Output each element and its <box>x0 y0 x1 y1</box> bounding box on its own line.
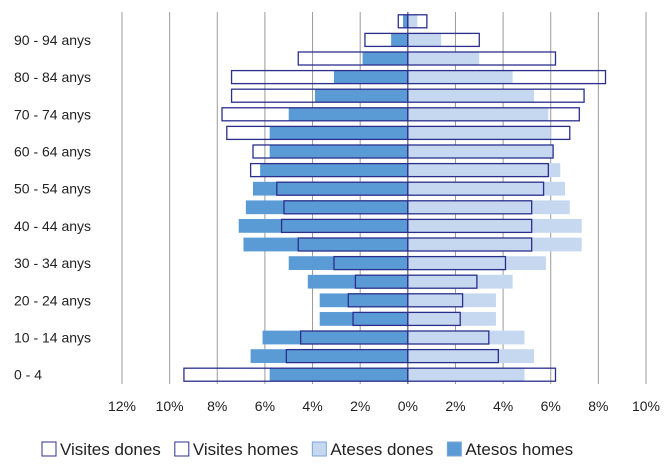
x-tick-label: 2% <box>445 398 465 414</box>
bar-atesos-homes <box>253 181 408 196</box>
bar-ateses-dones <box>407 256 546 270</box>
bar-atesos-homes <box>245 200 408 215</box>
bar-ateses-dones <box>407 312 496 326</box>
y-category-label: 30 - 34 anys <box>14 255 91 271</box>
legend-swatch <box>41 441 57 457</box>
bar-visites-homes <box>280 218 409 234</box>
x-tick-label: 4% <box>302 398 322 414</box>
bar-ateses-dones <box>407 126 551 140</box>
bar-atesos-homes <box>391 33 408 47</box>
bar-atesos-homes <box>307 274 408 289</box>
bar-atesos-homes <box>288 107 408 122</box>
bar-atesos-homes <box>319 293 408 308</box>
bar-visites-homes <box>221 107 409 122</box>
x-tick-label: 12% <box>108 398 136 414</box>
bar-visites-homes <box>297 237 409 252</box>
bar-visites-homes <box>352 311 409 327</box>
bar-visites-homes <box>283 200 409 215</box>
y-category-label: 90 - 94 anys <box>14 32 91 48</box>
y-category-label: 50 - 54 anys <box>14 181 91 197</box>
bar-visites-homes <box>230 88 409 103</box>
bar-ateses-dones <box>407 107 549 122</box>
bar-ateses-dones <box>407 293 496 308</box>
bars <box>183 14 607 382</box>
bar-ateses-dones <box>407 330 525 345</box>
bar-ateses-dones <box>407 367 525 382</box>
bar-atesos-homes <box>243 237 408 252</box>
bar-ateses-dones <box>407 181 566 196</box>
y-category-label: 40 - 44 anys <box>14 218 91 234</box>
bar-ateses-dones <box>407 237 582 252</box>
bar-atesos-homes <box>260 163 408 177</box>
bar-ateses-dones <box>407 200 570 215</box>
x-tick-label: 10% <box>156 398 184 414</box>
bar-atesos-homes <box>269 367 408 382</box>
bar-visites-homes <box>226 125 409 141</box>
bar-atesos-homes <box>238 219 408 233</box>
bar-atesos-homes <box>319 312 408 326</box>
y-category-label: 60 - 64 anys <box>14 144 91 160</box>
bar-visites-homes <box>354 274 409 289</box>
bar-atesos-homes <box>362 51 408 66</box>
x-tick-label: 8% <box>588 398 608 414</box>
bar-visites-homes <box>333 255 409 271</box>
bar-ateses-dones <box>407 70 513 84</box>
bar-visites-homes <box>347 293 409 308</box>
y-category-label: 0 - 4 <box>14 367 42 383</box>
bar-ateses-dones <box>407 33 442 47</box>
bar-visites-homes <box>297 51 409 66</box>
legend-label: Visites homes <box>193 440 299 459</box>
bar-atesos-homes <box>269 126 408 140</box>
legend: Visites dones Visites homes Ateses dones At… <box>41 440 573 459</box>
x-axis-labels: 12% 10% 8% 6% 4% 2% 0% 2% 4% 6% 8% 10% <box>108 398 660 414</box>
bar-visites-homes <box>299 330 409 345</box>
bar-visites-homes <box>276 181 409 196</box>
bar-visites-homes <box>230 69 409 85</box>
bar-atesos-homes <box>250 349 408 363</box>
bar-ateses-dones <box>407 88 535 103</box>
y-category-label: 20 - 24 anys <box>14 292 91 308</box>
x-tick-label: 8% <box>207 398 227 414</box>
y-axis-labels: 0 - 4 10 - 14 anys 20 - 24 anys 30 - 34 any… <box>14 32 91 383</box>
bar-ateses-dones <box>407 51 480 66</box>
y-category-label: 10 - 14 anys <box>14 330 91 346</box>
y-category-label: 70 - 74 anys <box>14 106 91 122</box>
legend-swatch <box>446 441 462 457</box>
bar-visites-homes <box>249 162 409 178</box>
bar-visites-homes <box>397 14 409 29</box>
bar-visites-homes <box>183 367 409 382</box>
bar-ateses-dones <box>407 14 418 29</box>
bar-atesos-homes <box>333 70 408 84</box>
bar-atesos-homes <box>314 88 408 103</box>
bar-ateses-dones <box>407 144 554 159</box>
bar-ateses-dones <box>407 349 535 363</box>
x-tick-label: 2% <box>350 398 370 414</box>
legend-label: Ateses dones <box>330 440 433 459</box>
bar-visites-homes <box>252 144 409 159</box>
y-category-label: 80 - 84 anys <box>14 69 91 85</box>
bar-ateses-dones <box>407 219 582 233</box>
legend-label: Visites dones <box>60 440 161 459</box>
bar-atesos-homes <box>269 144 408 159</box>
bar-atesos-homes <box>403 14 408 29</box>
x-tick-label: 4% <box>493 398 513 414</box>
x-tick-label: 6% <box>255 398 275 414</box>
legend-swatch <box>311 441 327 457</box>
bar-ateses-dones <box>407 274 513 289</box>
x-tick-label: 10% <box>632 398 660 414</box>
bar-visites-homes <box>285 348 409 364</box>
bar-atesos-homes <box>262 330 408 345</box>
x-tick-label: 0% <box>398 398 418 414</box>
bar-atesos-homes <box>288 256 408 270</box>
bar-visites-homes <box>364 32 409 48</box>
gridlines <box>121 12 647 384</box>
bar-ateses-dones <box>407 163 561 177</box>
legend-label: Atesos homes <box>465 440 573 459</box>
legend-swatch <box>174 441 190 457</box>
x-tick-label: 6% <box>541 398 561 414</box>
